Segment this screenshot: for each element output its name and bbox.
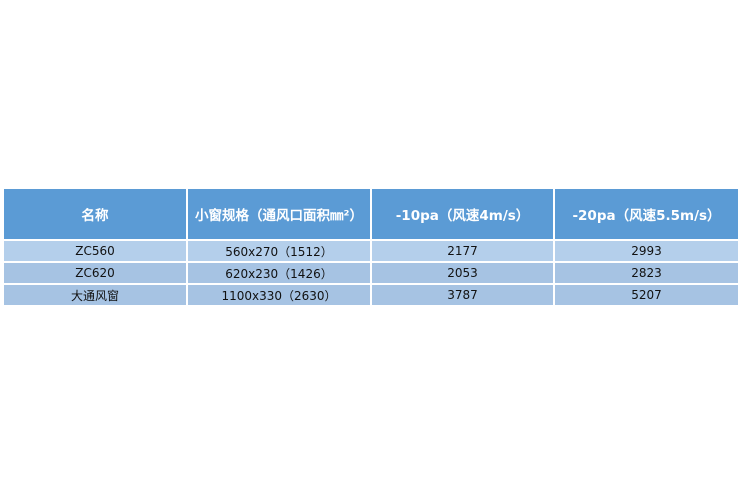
cell-10pa: 3787	[370, 283, 555, 305]
cell-name: ZC620	[4, 261, 188, 285]
cell-10pa: 2177	[370, 239, 555, 263]
header-20pa: -20pa（风速5.5m/s）	[553, 189, 738, 241]
header-size: 小窗规格（通风口面积㎜²）	[186, 189, 372, 241]
table-row: 大通风窗 1100x330（2630） 3787 5207	[4, 283, 738, 305]
cell-name: ZC560	[4, 239, 188, 263]
table-row: ZC560 560x270（1512） 2177 2993	[4, 239, 738, 263]
cell-name: 大通风窗	[4, 283, 188, 305]
cell-size: 620x230（1426）	[186, 261, 372, 285]
header-name: 名称	[4, 189, 188, 241]
cell-size: 1100x330（2630）	[186, 283, 372, 305]
header-row: 名称 小窗规格（通风口面积㎜²） -10pa（风速4m/s） -20pa（风速5…	[4, 189, 738, 241]
header-10pa: -10pa（风速4m/s）	[370, 189, 555, 241]
spec-table: 名称 小窗规格（通风口面积㎜²） -10pa（风速4m/s） -20pa（风速5…	[4, 189, 738, 305]
cell-20pa: 2993	[553, 239, 738, 263]
cell-size: 560x270（1512）	[186, 239, 372, 263]
cell-10pa: 2053	[370, 261, 555, 285]
table-row: ZC620 620x230（1426） 2053 2823	[4, 261, 738, 285]
cell-20pa: 5207	[553, 283, 738, 305]
cell-20pa: 2823	[553, 261, 738, 285]
